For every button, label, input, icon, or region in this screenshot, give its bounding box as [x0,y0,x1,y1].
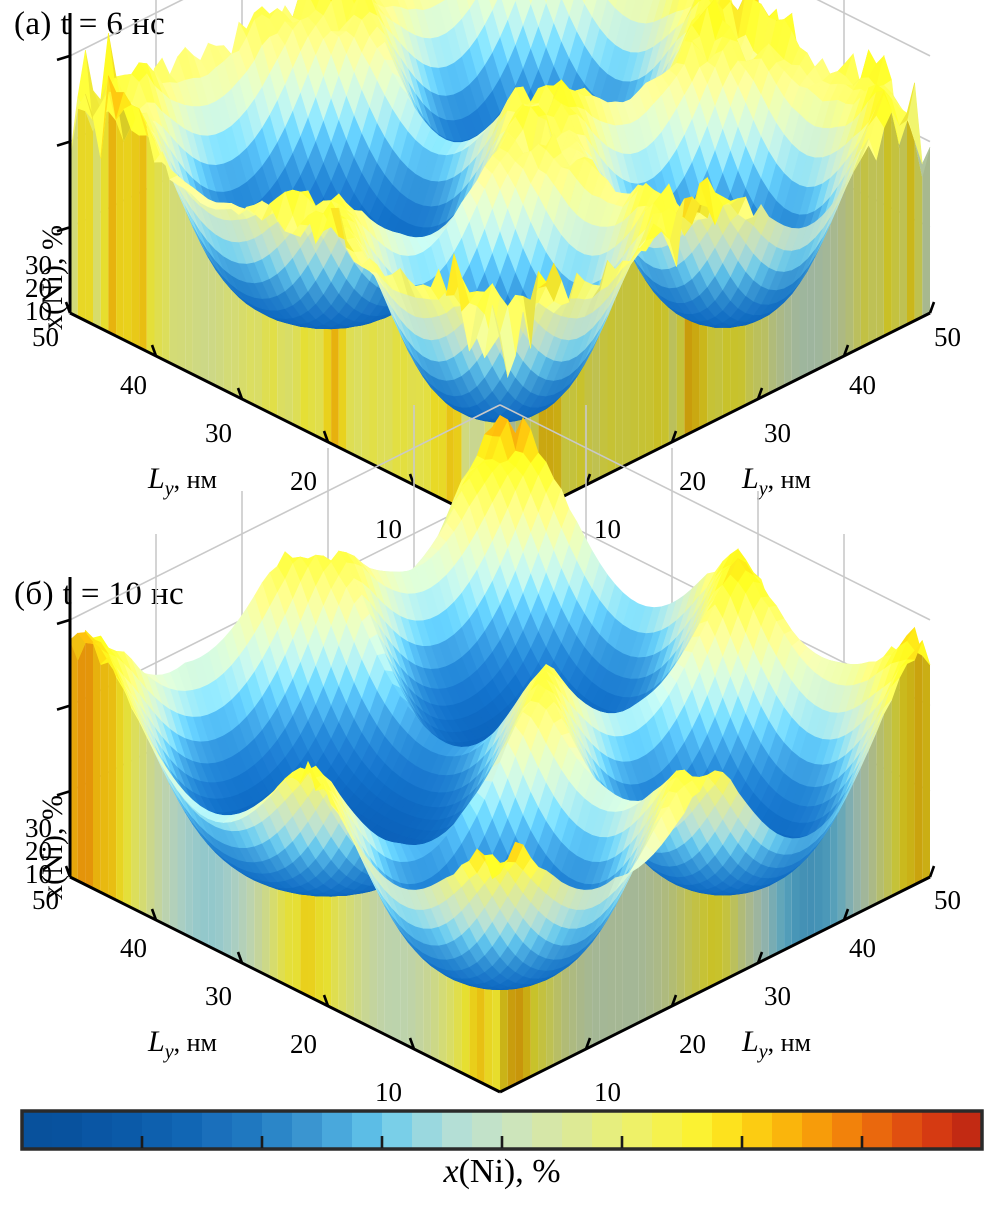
panel-b-ztick-20: 20 [25,836,52,866]
left-axis-var-b: L [148,1025,165,1058]
panel-a: (а) t = 6 нс x(Ni), % 30 20 10 50 40 30 … [0,0,1004,570]
panel-a-label-text: (а) t = 6 нс [14,6,166,42]
panel-b-left-tick-30: 30 [205,981,232,1011]
left-axis-unit: , нм [173,465,217,494]
panel-b-left-tick-50: 50 [32,885,59,915]
panel-a-right-tick-20: 20 [679,466,706,496]
panel-b-right-tick-50: 50 [934,885,961,915]
right-axis-unit: , нм [767,465,811,494]
panel-b-right-tick-30: 30 [764,981,791,1011]
panel-b-ztick-10: 10 [25,859,52,889]
panel-b: (б) t = 10 нс x(Ni), % 30 20 10 50 40 30… [0,404,1004,1107]
panel-b-right-tick-40: 40 [849,933,876,963]
panel-a-left-axis-name: Ly, нм [148,462,217,501]
panel-a-left-tick-40: 40 [120,370,147,400]
colorbar-label-rest: (Ni), % [458,1153,561,1190]
panel-a-right-tick-50: 50 [934,322,961,352]
panel-a-right-tick-30: 30 [764,418,791,448]
panel-a-ztick-20: 20 [25,273,52,303]
panel-b-left-tick-40: 40 [120,933,147,963]
right-axis-sub-b: y [758,1041,768,1063]
panel-b-left-tick-20: 20 [290,1029,317,1059]
panel-b-ztick-30: 30 [25,813,52,843]
panel-a-label: (а) t = 6 нс [14,6,165,43]
panel-b-right-tick-10: 10 [594,1077,621,1107]
panel-a-ztick-30: 30 [25,250,52,280]
panel-a-left-tick-10: 10 [375,514,402,544]
panel-a-right-axis-name: Ly, нм [742,462,811,501]
colorbar: x(Ni), % [0,1105,1004,1228]
panel-a-surface-plot [56,0,936,530]
right-axis-var: L [742,462,759,495]
panel-b-right-axis-name: Ly, нм [742,1025,811,1064]
panel-a-left-tick-50: 50 [32,322,59,352]
panel-b-left-axis-name: Ly, нм [148,1025,217,1064]
panel-a-ztick-10: 10 [25,296,52,326]
left-axis-unit-b: , нм [173,1028,217,1057]
right-axis-unit-b: , нм [767,1028,811,1057]
panel-b-surface-plot [56,404,936,1094]
panel-a-right-tick-40: 40 [849,370,876,400]
colorbar-gradient [20,1109,984,1151]
panel-b-right-tick-20: 20 [679,1029,706,1059]
panel-b-left-tick-10: 10 [375,1077,402,1107]
colorbar-label: x(Ni), % [0,1153,1004,1191]
left-axis-var: L [148,462,165,495]
panel-a-left-tick-30: 30 [205,418,232,448]
right-axis-sub: y [758,478,768,500]
left-axis-sub: y [164,478,174,500]
left-axis-sub-b: y [164,1041,174,1063]
right-axis-var-b: L [742,1025,759,1058]
colorbar-label-var: x [443,1153,459,1190]
panel-a-left-tick-20: 20 [290,466,317,496]
